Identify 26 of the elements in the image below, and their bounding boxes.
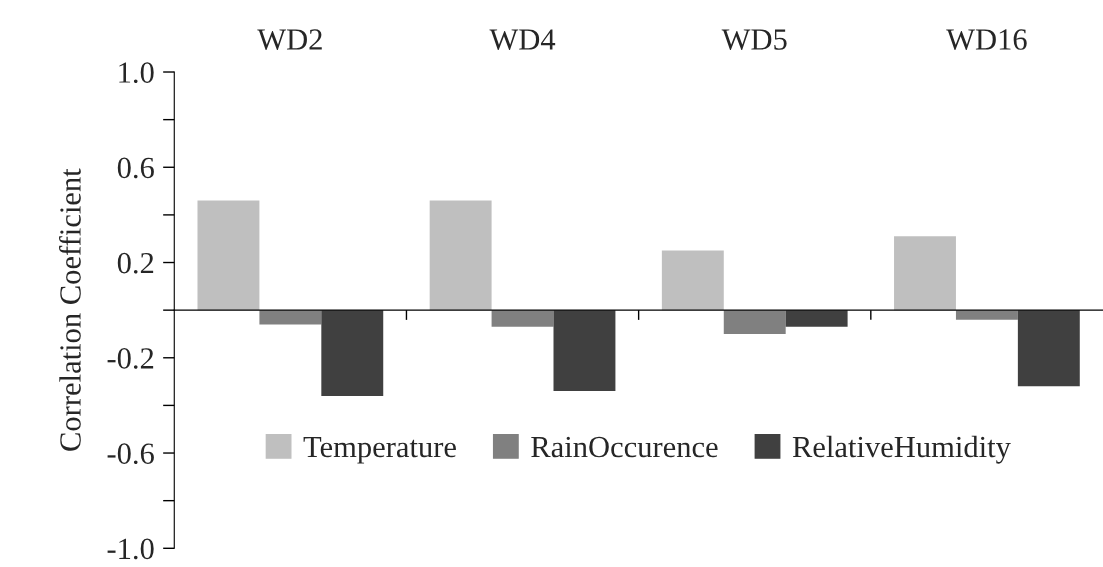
bar xyxy=(259,310,322,325)
y-axis-title: Correlation Coefficient xyxy=(59,168,81,451)
bar xyxy=(661,250,724,311)
legend-label: RainOccurence xyxy=(531,436,718,458)
x-tick-label: WD2 xyxy=(257,29,322,50)
x-tick-label: WD5 xyxy=(721,29,787,50)
y-tick-label: -1.0 xyxy=(107,538,154,560)
bar xyxy=(491,310,554,327)
y-tick-label: 1.0 xyxy=(119,62,154,84)
bar xyxy=(1017,310,1080,387)
y-tick-label: 0.2 xyxy=(117,252,154,274)
x-tick-label: WD4 xyxy=(489,29,556,50)
bar xyxy=(197,200,260,311)
bar xyxy=(321,310,384,396)
bar xyxy=(553,310,616,392)
bar xyxy=(955,310,1018,320)
bar xyxy=(723,310,786,334)
bar xyxy=(785,310,848,327)
bar xyxy=(894,236,956,311)
x-tick-label: WD16 xyxy=(946,29,1027,50)
bar xyxy=(429,200,492,311)
y-tick-label: -0.6 xyxy=(107,443,154,465)
y-tick-label: -0.2 xyxy=(107,348,154,369)
legend-label: RelativeHumidity xyxy=(792,435,1011,464)
legend-label: Temperature xyxy=(303,437,456,464)
y-tick-label: 0.6 xyxy=(117,157,154,179)
